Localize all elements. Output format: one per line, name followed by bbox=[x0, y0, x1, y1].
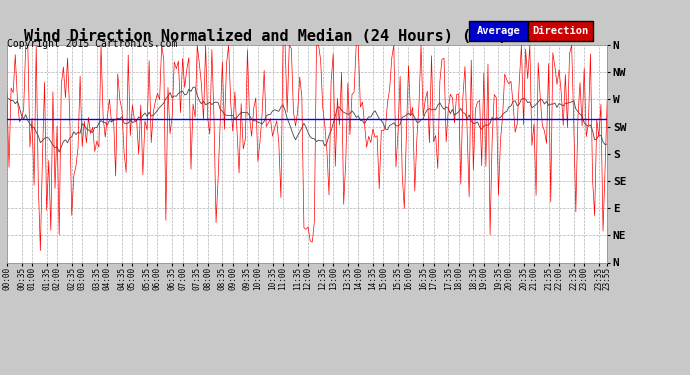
Text: Copyright 2015 Cartronics.com: Copyright 2015 Cartronics.com bbox=[7, 39, 177, 50]
Text: Average: Average bbox=[477, 26, 520, 36]
Text: Direction: Direction bbox=[533, 26, 589, 36]
Title: Wind Direction Normalized and Median (24 Hours) (New) 20150706: Wind Direction Normalized and Median (24… bbox=[24, 29, 590, 44]
